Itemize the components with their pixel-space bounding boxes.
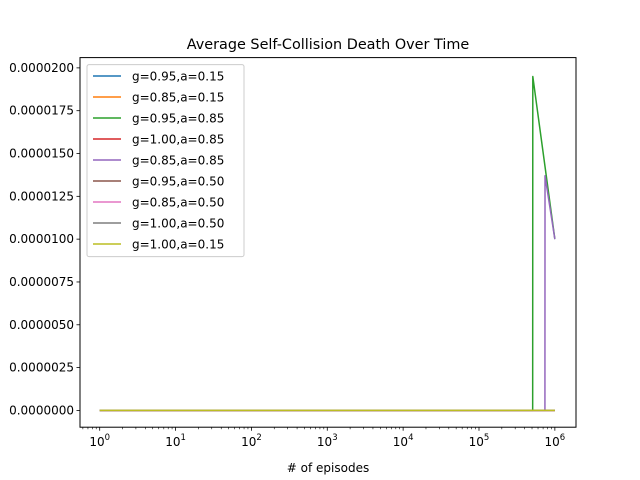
legend-entry-label: g=0.85,a=0.15 — [132, 90, 224, 104]
series-layer — [99, 75, 556, 412]
legend-entry-label: g=0.95,a=0.85 — [132, 111, 224, 125]
y-axis-ticks: 0.0000000 0.0000025 0.0000050 0.0000075 0.00… — [9, 61, 80, 417]
x-tick-label: 104 — [393, 433, 414, 449]
legend-frame — [86, 64, 245, 258]
x-tick-label: 100 — [89, 433, 110, 449]
y-tick-label: 0.0000000 — [9, 403, 74, 417]
x-axis-ticks: 100 101 102 103 104 105 106 — [82, 427, 566, 449]
legend-entry-label: g=1.00,a=0.50 — [132, 216, 224, 230]
x-tick-label: 106 — [545, 433, 566, 449]
y-tick-label: 0.0000050 — [9, 318, 74, 332]
legend-entry-label: g=1.00,a=0.15 — [132, 237, 224, 251]
y-tick-label: 0.0000125 — [9, 189, 74, 203]
y-tick-label: 0.0000150 — [9, 147, 74, 161]
legend: g=0.95,a=0.15 g=0.85,a=0.15 g=0.95,a=0.85 g… — [86, 64, 245, 258]
x-tick-label: 101 — [165, 433, 186, 449]
y-tick-label: 0.0000175 — [9, 104, 74, 118]
y-tick-label: 0.0000100 — [9, 232, 74, 246]
x-tick-label: 105 — [469, 433, 490, 449]
x-tick-label: 103 — [317, 433, 338, 449]
legend-entries: g=0.95,a=0.15 g=0.85,a=0.15 g=0.95,a=0.85 g… — [93, 69, 224, 251]
legend-entry-label: g=1.00,a=0.85 — [132, 132, 224, 146]
plot-frame — [79, 57, 577, 428]
legend-entry-label: g=0.85,a=0.85 — [132, 153, 224, 167]
y-tick-label: 0.0000025 — [9, 361, 74, 375]
legend-entry-label: g=0.85,a=0.50 — [132, 195, 224, 209]
legend-entry-label: g=0.95,a=0.15 — [132, 69, 224, 83]
y-tick-label: 0.0000075 — [9, 275, 74, 289]
chart-title: Average Self-Collision Death Over Time — [187, 37, 470, 53]
legend-entry-label: g=0.95,a=0.50 — [132, 174, 224, 188]
x-tick-label: 102 — [241, 433, 262, 449]
y-tick-label: 0.0000200 — [9, 61, 74, 75]
x-axis-label: # of episodes — [287, 461, 369, 475]
